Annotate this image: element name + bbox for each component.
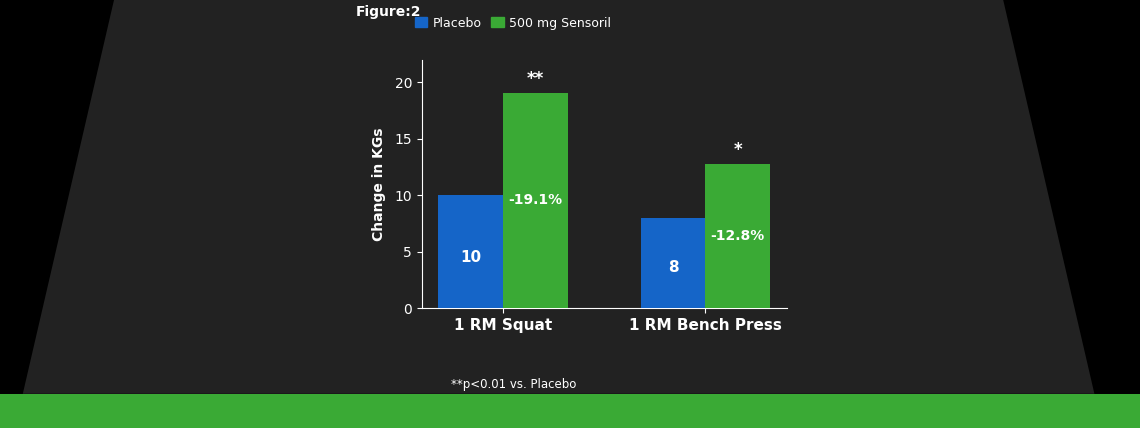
Text: Figure:2: Figure:2	[356, 5, 422, 19]
Bar	[706, 164, 770, 308]
Bar	[439, 195, 503, 308]
Text: 8: 8	[668, 260, 678, 275]
Text: 10: 10	[461, 250, 481, 265]
Text: **: **	[527, 70, 544, 88]
Text: -12.8%: -12.8%	[710, 229, 765, 243]
Y-axis label: Change in KGs: Change in KGs	[372, 127, 386, 241]
Bar	[503, 92, 568, 308]
Text: **p<0.01 vs. Placebo
*p<0.05 vs. Placebo: **p<0.01 vs. Placebo *p<0.05 vs. Placebo	[451, 377, 577, 407]
Text: -19.1%: -19.1%	[508, 193, 562, 208]
Legend: Placebo, 500 mg Sensoril: Placebo, 500 mg Sensoril	[409, 12, 616, 35]
Text: *: *	[733, 141, 742, 159]
Bar	[641, 218, 706, 308]
